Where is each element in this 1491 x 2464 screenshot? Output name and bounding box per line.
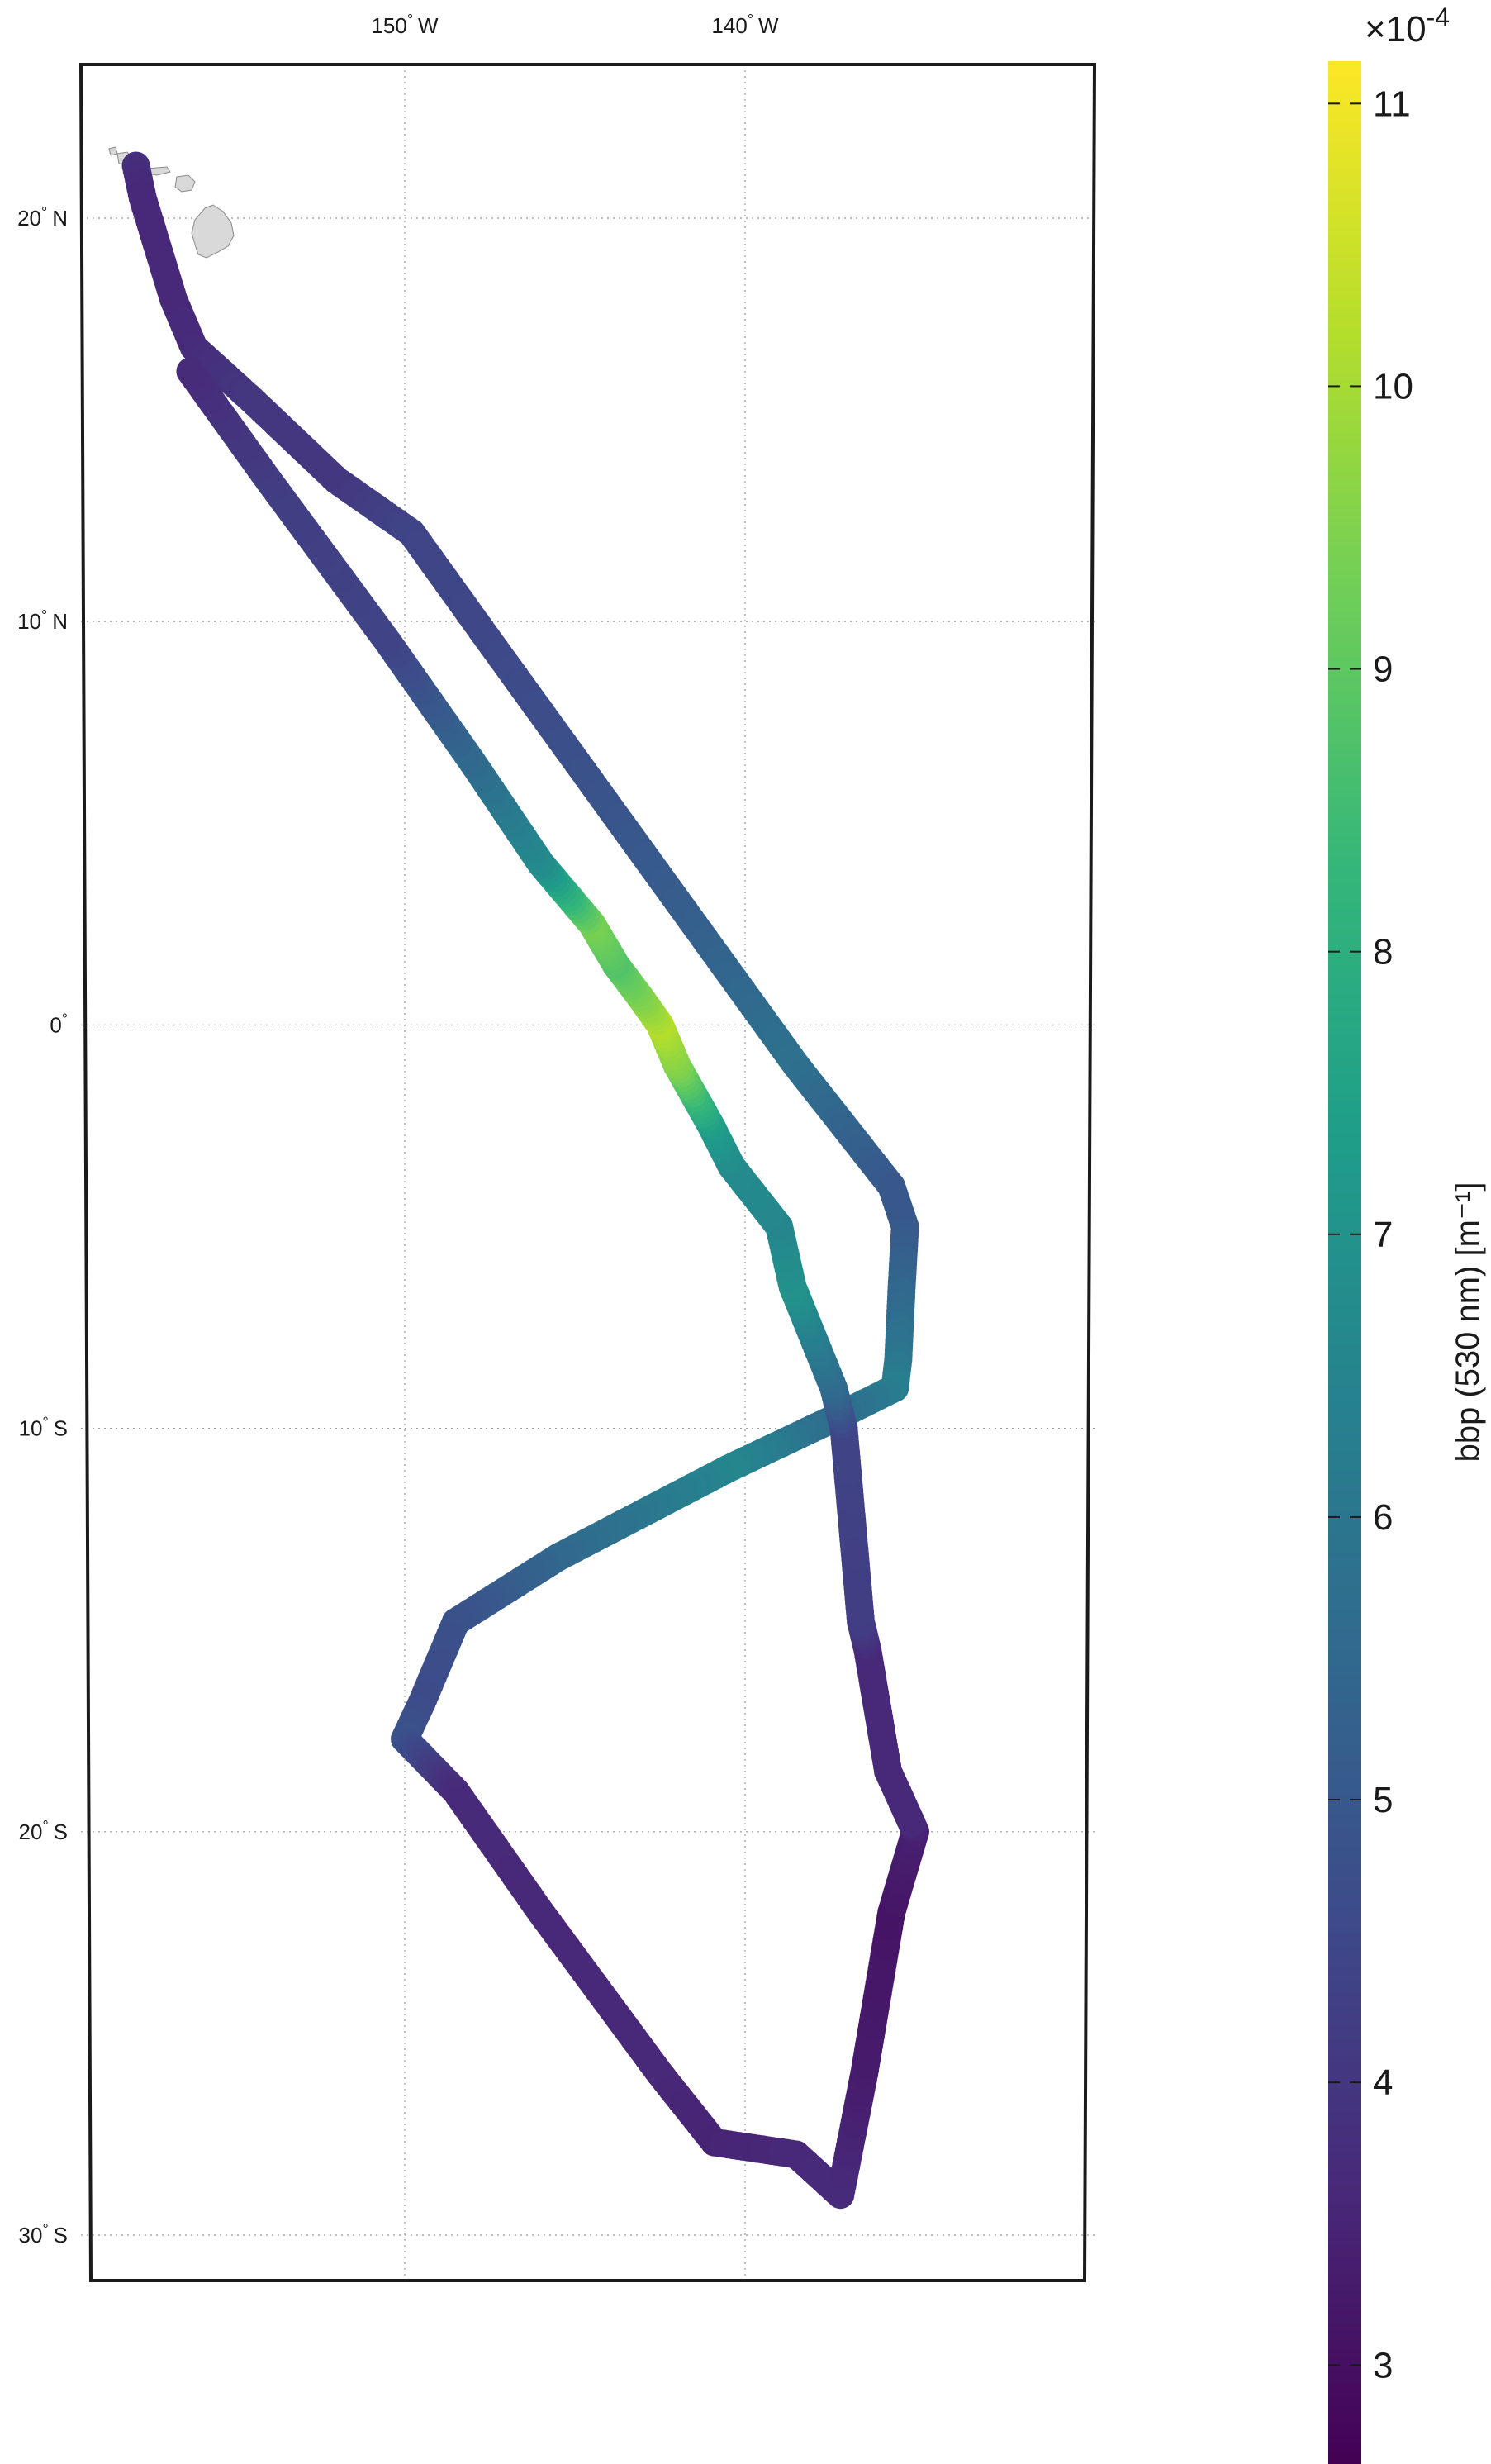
lat-tick-label: 0° (50, 1011, 68, 1037)
lat-tick-label: 20° S (19, 1818, 68, 1844)
colorbar-tick-label: 6 (1373, 1497, 1393, 1538)
colorbar: 3 4 5 6 7 8 9 10 11 ×10-4 bbp (530 nm) [m⁻¹] (1328, 2, 1486, 2464)
colorbar-exponent: ×10-4 (1365, 2, 1450, 50)
lon-tick-label: 140° W (711, 12, 779, 38)
kauai-island (108, 146, 118, 156)
track-point (176, 357, 205, 386)
map-frame (78, 63, 1097, 2282)
graticule (81, 64, 1095, 2281)
colorbar-tick-label: 8 (1373, 932, 1393, 973)
colorbar-ticks: 3 4 5 6 7 8 9 10 11 (1328, 83, 1413, 2386)
colorbar-gradient (1328, 61, 1361, 2464)
colorbar-tick-label: 10 (1373, 366, 1413, 407)
maui-island (174, 174, 196, 193)
lat-tick-label: 30° S (19, 2221, 68, 2248)
lon-tick-label: 150° W (371, 12, 439, 38)
latitude-labels: 20° N 10° N 0° 10° S 20° S 30° S (17, 204, 68, 2248)
colorbar-label: bbp (530 nm) [m⁻¹] (1450, 1182, 1486, 1462)
colorbar-tick-label: 4 (1373, 2062, 1393, 2103)
colorbar-tick-label: 11 (1373, 83, 1411, 124)
longitude-labels: 150° W 140° W (371, 12, 779, 38)
colorbar-tick-label: 9 (1373, 649, 1393, 690)
lat-tick-label: 20° N (17, 204, 68, 231)
cruise-track (121, 151, 929, 2210)
colorbar-tick-label: 3 (1373, 2345, 1393, 2386)
hawaii-big-island (191, 204, 235, 259)
colorbar-tick-label: 7 (1373, 1215, 1393, 1255)
colorbar-tick-label: 5 (1373, 1780, 1393, 1820)
lat-tick-label: 10° S (19, 1415, 68, 1441)
lat-tick-label: 10° N (17, 607, 68, 634)
